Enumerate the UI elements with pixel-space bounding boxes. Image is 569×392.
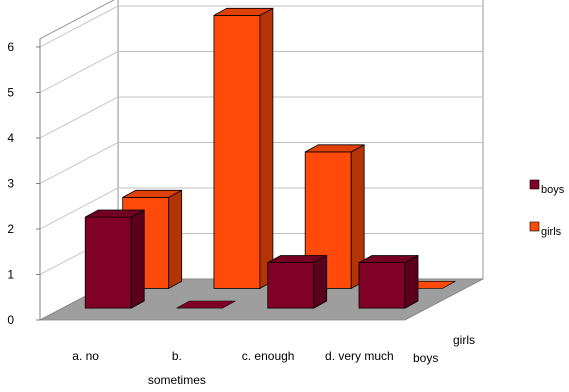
gridline [39, 142, 483, 184]
legend-swatch-girls [529, 221, 540, 232]
y-tick-label: 3 [7, 177, 14, 191]
x-category-label: sometimes [148, 373, 206, 387]
y-tick-label: 0 [7, 313, 14, 327]
gridline [39, 96, 483, 139]
bar-boys [84, 209, 145, 309]
x-category-label: c. enough [242, 349, 295, 363]
y-tick-label: 5 [7, 86, 14, 100]
bar-boys [358, 254, 419, 309]
depth-label-boys: boys [413, 351, 438, 365]
y-tick-label: 4 [7, 131, 14, 145]
chart-bars [84, 7, 456, 309]
x-category-label: b. [172, 349, 182, 363]
bar-boys [176, 300, 236, 309]
legend-label-girls: girls [541, 226, 562, 238]
legend: boys girls [529, 179, 565, 238]
bar-boys [267, 254, 328, 309]
x-category-label: a. no [72, 349, 99, 363]
y-tick-label: 2 [7, 222, 14, 236]
legend-label-boys: boys [541, 184, 565, 196]
chart-labels: 0 1 2 3 4 5 6 a. no b. sometimes c. enough d. very … [7, 40, 475, 387]
gridline [39, 5, 483, 48]
x-category-label: d. very much [325, 349, 394, 363]
legend-swatch-boys [529, 179, 540, 190]
y-tick-label: 6 [7, 40, 14, 54]
y-tick-label: 1 [7, 268, 14, 282]
depth-label-girls: girls [453, 333, 475, 347]
gridline [39, 51, 483, 93]
bar-girls [213, 7, 274, 290]
